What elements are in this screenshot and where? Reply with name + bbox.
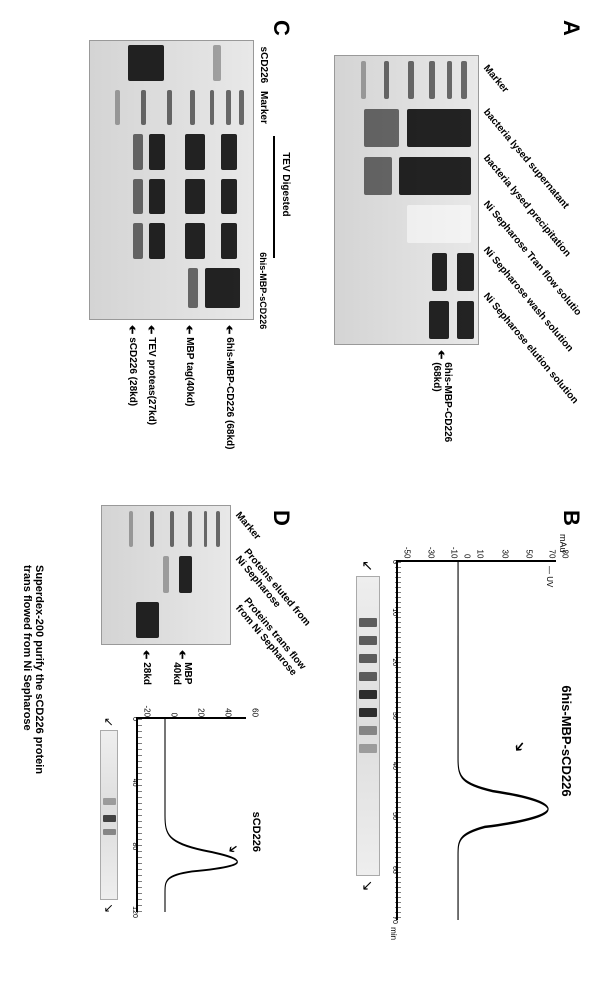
panel-a-gel: Marker bacteria lysed supernatant bacter… [334, 55, 479, 345]
band-label: MBP tag(40kd) [184, 325, 197, 407]
band-label: TEV proteas(27kd) [146, 325, 159, 425]
panel-d-gel: Marker Proteins eluted from Ni Sepharose… [102, 505, 232, 645]
arrow-left-icon: ↙ [360, 560, 377, 572]
band-label: 6his-MBP-CD226 (68kd) [224, 325, 237, 449]
band-label: sCD226 (28kd) [127, 325, 140, 406]
lane-label: sCD226 [258, 47, 269, 84]
arrow-right-icon: ↘ [360, 880, 377, 892]
panel-b-label: B [558, 510, 584, 526]
panel-b-gel-strip [356, 576, 380, 876]
chromatogram-curve [139, 719, 247, 912]
chromatogram-curve [398, 562, 556, 920]
lane-label: TEV Digested [280, 152, 291, 216]
chart-title: 6his-MBP-sCD226 [559, 562, 574, 920]
tev-span-line [273, 136, 275, 258]
panel-d: D [15, 505, 295, 985]
panel-d-footer: Superdex-200 purify the sCD226 protein t… [21, 565, 45, 774]
arrow-right-icon: ↘ [103, 903, 117, 913]
panel-b: B 6his-MBP-sCD226 mAu — UV -50 -30 -10 0… [305, 505, 585, 985]
panel-c-gel: sCD226 Marker TEV Digested 6his-MBP-sCD2… [90, 40, 255, 320]
panel-b-chart: 6his-MBP-sCD226 mAu — UV -50 -30 -10 0 1… [396, 560, 556, 920]
panel-d-gel-strip [101, 730, 119, 900]
lane-label: 6his-MBP-sCD226 [258, 252, 268, 329]
panel-a: A [305, 15, 585, 495]
panel-c: C [15, 15, 295, 495]
panel-d-chart: sCD226 ➔ -20 0 20 40 60 0 40 80 120 [137, 717, 247, 912]
target-band-label: 6his-MBP-CD226 (68kd) [431, 350, 453, 442]
band-label: MBP 40kd [172, 650, 194, 685]
lane-label: Marker [233, 510, 263, 542]
chart-title: sCD226 [251, 812, 263, 852]
lane-label: Marker [258, 91, 269, 124]
x-unit: min [389, 927, 398, 940]
panel-a-label: A [558, 20, 584, 36]
band-label: 28kd [141, 650, 154, 685]
arrow-left-icon: ↙ [103, 717, 117, 727]
panel-c-label: C [269, 20, 295, 36]
figure-container: A [0, 0, 599, 1000]
panel-d-label: D [269, 510, 295, 526]
